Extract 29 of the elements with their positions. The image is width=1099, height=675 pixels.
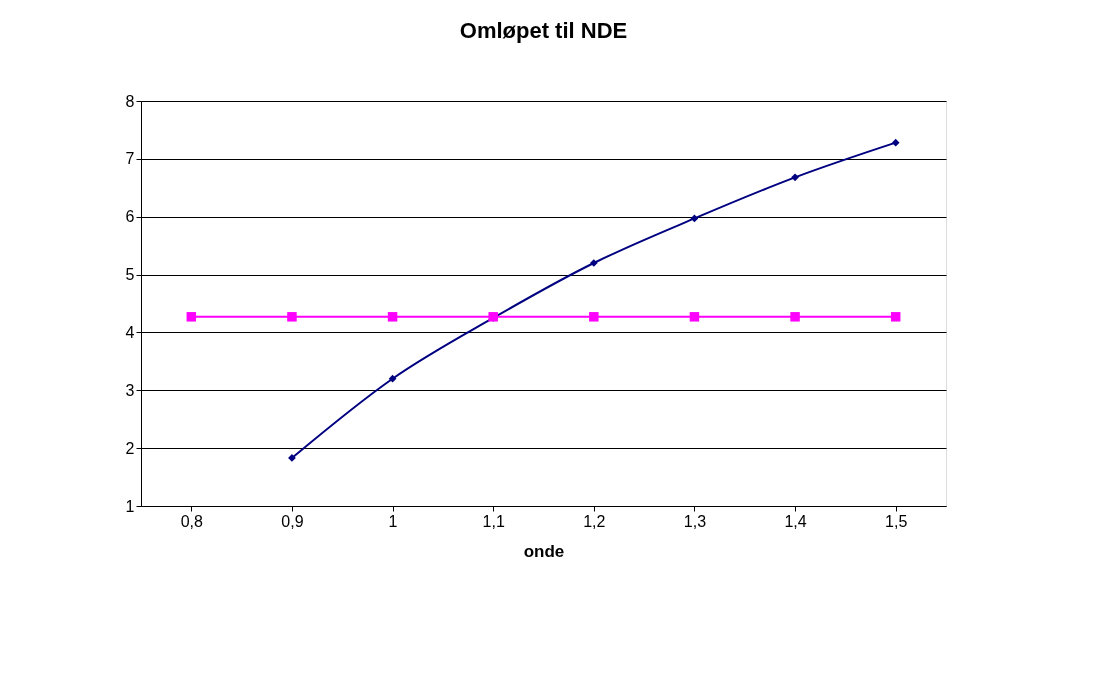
x-tick-label: 1,5: [885, 512, 908, 530]
x-tick-label: 1,4: [784, 512, 807, 530]
point: [890, 312, 901, 322]
x-tick-label: 1: [388, 512, 398, 530]
y-tick-label: 2: [125, 439, 135, 457]
point: [790, 312, 800, 322]
y-tick-label: 5: [125, 266, 135, 284]
point: [589, 312, 599, 322]
y-tick-label: 3: [125, 381, 135, 399]
y-tick-label: 4: [125, 323, 135, 341]
x-tick-label: 0,9: [281, 512, 304, 530]
x-tick-label: 1,2: [583, 512, 606, 530]
y-tick-label: 6: [125, 208, 135, 226]
point: [388, 374, 397, 383]
chart-title: Omløpet til NDE: [459, 18, 628, 43]
point: [387, 312, 398, 322]
point: [186, 312, 197, 322]
y-tick-label: 1: [125, 497, 135, 515]
x-axis-title: onde: [523, 541, 565, 561]
y-tick-label: 7: [125, 150, 135, 168]
x-tick-label: 1,3: [683, 512, 707, 530]
x-tick-label: 1,1: [482, 512, 505, 530]
point: [287, 312, 297, 322]
x-tick-label: 0,8: [180, 512, 204, 530]
point: [791, 173, 799, 182]
y-tick-label: 8: [125, 92, 135, 110]
point: [689, 312, 700, 322]
point: [589, 259, 598, 267]
point: [891, 138, 900, 147]
